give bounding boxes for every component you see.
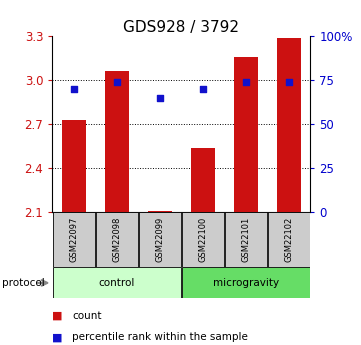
Bar xyxy=(139,212,180,267)
Bar xyxy=(62,120,86,212)
Text: count: count xyxy=(72,311,102,321)
Text: GSM22098: GSM22098 xyxy=(112,217,121,263)
Bar xyxy=(277,38,301,212)
Text: GSM22102: GSM22102 xyxy=(284,217,293,263)
Text: GSM22099: GSM22099 xyxy=(155,217,164,263)
Bar xyxy=(53,267,180,298)
Text: microgravity: microgravity xyxy=(213,278,279,288)
Bar xyxy=(182,267,310,298)
Text: protocol: protocol xyxy=(2,278,44,288)
Text: GSM22101: GSM22101 xyxy=(242,217,251,263)
Title: GDS928 / 3792: GDS928 / 3792 xyxy=(123,20,239,35)
Bar xyxy=(105,71,129,212)
Bar xyxy=(234,57,258,212)
Bar xyxy=(53,212,95,267)
Point xyxy=(286,79,292,85)
Point xyxy=(157,95,163,101)
Text: ■: ■ xyxy=(52,333,63,342)
Bar xyxy=(96,212,138,267)
Point xyxy=(114,79,120,85)
Point xyxy=(200,86,206,92)
Text: control: control xyxy=(99,278,135,288)
Bar xyxy=(225,212,266,267)
Bar xyxy=(148,211,172,212)
Text: GSM22100: GSM22100 xyxy=(199,217,208,263)
Bar xyxy=(182,212,223,267)
Text: GSM22097: GSM22097 xyxy=(69,217,78,263)
Bar xyxy=(191,148,215,212)
Point xyxy=(71,86,77,92)
Bar xyxy=(268,212,310,267)
Point xyxy=(243,79,249,85)
Text: percentile rank within the sample: percentile rank within the sample xyxy=(72,333,248,342)
Text: ■: ■ xyxy=(52,311,63,321)
